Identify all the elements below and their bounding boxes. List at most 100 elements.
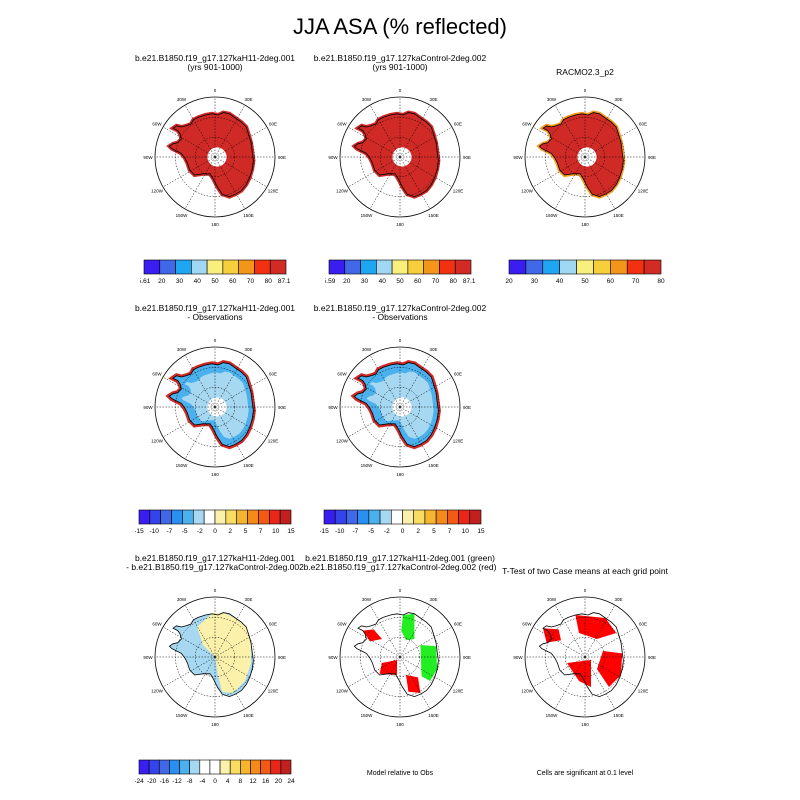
pole-hole — [207, 397, 227, 417]
meridian-line — [532, 626, 586, 658]
meridian-line — [347, 626, 401, 658]
meridian-line — [369, 406, 401, 460]
meridian-line — [369, 156, 401, 210]
panel-title-line: b.e21.B1850.f19_g17.127kaH11-2deg.001 — [134, 53, 296, 63]
colorbar-tick-label: 2 — [416, 528, 420, 535]
colorbar-tick-label: 20 — [275, 778, 283, 785]
panel-title-line: b.e21.B1850.f19_g17.127kaControl-2deg.00… — [303, 562, 497, 572]
longitude-label: 120E — [638, 689, 649, 694]
longitude-label: 90E — [463, 155, 471, 160]
colorbar-tick-label: 20 — [158, 278, 166, 285]
coastline — [353, 612, 439, 698]
colorbar-box — [323, 509, 336, 525]
longitude-label: 60W — [337, 122, 347, 127]
colorbar-box — [182, 509, 194, 525]
panel-title-h11-minus-control: b.e21.B1850.f19_g17.127kaH11-2deg.001- b… — [115, 554, 315, 572]
colorbar-box — [222, 259, 239, 275]
colorbar-box — [542, 259, 560, 275]
panel-title-line: - b.e21.B1850.f19_g17.127kaControl-2deg.… — [126, 562, 304, 572]
longitude-label: 150W — [176, 713, 189, 718]
colorbar-box — [209, 759, 221, 775]
meridian-line — [399, 156, 431, 210]
polar-map-h11-minus-obs: 0 30E 60E 90E 120E 150E 180 150W 120W 90W 60W 30W — [143, 338, 286, 477]
panel-title-model-relative: b.e21.B1850.f19_g17.127kaH11-2deg.001 (g… — [300, 554, 500, 572]
meridian-line — [184, 354, 216, 408]
polar-map-h11-albedo: 0 30E 60E 90E 120E 150E 180 150W 120W 90W 60W 30W — [143, 88, 286, 227]
colorbar-tick-label: 70 — [432, 278, 440, 285]
meridian-line — [347, 156, 401, 188]
colorbar-h11-minus-control: -24 -20 -16 -12 -8 -4 0 4 8 12 16 20 24 — [135, 759, 295, 785]
panel-title-line: (yrs 901-1000) — [372, 62, 428, 72]
positive-difference-region — [197, 612, 251, 693]
colorbar-tick-label: 30 — [361, 278, 369, 285]
longitude-label: 30W — [177, 97, 187, 102]
colorbar-tick-label: 5 — [244, 528, 248, 535]
colorbar-tick-label: 10 — [462, 528, 470, 535]
meridian-line — [399, 406, 431, 460]
longitude-label: 150W — [176, 213, 189, 218]
longitude-label: 150W — [361, 713, 374, 718]
note-significance: Cells are significant at 0.1 level — [536, 770, 634, 777]
panel-title-line: b.e21.B1850.f19_g17.127kaH11-2deg.001 (g… — [305, 553, 495, 563]
note-model-relative: Model relative to Obs — [366, 770, 434, 777]
colorbar-box — [407, 259, 424, 275]
longitude-label: 180 — [211, 722, 219, 727]
longitude-label: 30E — [614, 97, 622, 102]
colorbar-box — [346, 509, 358, 525]
meridian-line — [532, 156, 586, 188]
coastline — [168, 362, 254, 448]
meridian-line — [584, 156, 616, 210]
colorbar-tick-label: 80 — [265, 278, 273, 285]
colorbar-tick-label: -2 — [197, 528, 203, 535]
colorbar-box — [402, 509, 415, 525]
longitude-label: 30E — [244, 347, 252, 352]
polar-map-control-minus-obs: 0 30E 60E 90E 120E 150E 180 150W 120W 90W 60W 30W — [328, 338, 471, 477]
significant-region — [575, 615, 617, 639]
meridian-line — [399, 406, 453, 438]
colorbar-box — [454, 259, 472, 275]
colorbar-box — [254, 259, 271, 275]
colorbar-tick-label: -24 — [135, 778, 144, 785]
colorbar-box — [268, 509, 281, 525]
colorbar-box — [469, 509, 482, 525]
colorbar-box — [236, 509, 248, 525]
longitude-label: 120E — [453, 189, 464, 194]
colorbar-box — [260, 759, 272, 775]
colorbar-tick-label: 60 — [229, 278, 237, 285]
colorbar-box — [199, 759, 211, 775]
meridian-line — [554, 656, 586, 710]
panel-title-line: b.e21.B1850.f19_g17.127kaH11-2deg.001 — [134, 553, 296, 563]
coastline — [168, 612, 254, 698]
meridian-line — [214, 626, 268, 658]
longitude-label: 90W — [328, 655, 338, 660]
colorbar-tick-label: 5.61 — [140, 278, 151, 285]
colorbar-tick-label: -7 — [167, 528, 173, 535]
meridian-line — [399, 126, 453, 158]
longitude-label: 120W — [521, 189, 534, 194]
longitude-label: 150E — [613, 213, 624, 218]
polar-map-ttest: 0 30E 60E 90E 120E 150E 180 150W 120W 90W 60W 30W — [513, 588, 656, 727]
graticule — [525, 597, 645, 717]
latitude-circle — [379, 636, 421, 678]
meridian-line — [347, 376, 401, 408]
colorbar-box — [423, 259, 440, 275]
colorbar-tick-label: 2 — [228, 528, 232, 535]
polar-map-control-albedo: 0 30E 60E 90E 120E 150E 180 150W 120W 90W 60W 30W — [328, 88, 471, 227]
colorbar-tick-label: 50 — [581, 278, 589, 285]
colorbar-tick-label: 60 — [414, 278, 422, 285]
longitude-label: 120W — [521, 689, 534, 694]
longitude-label: 30E — [614, 597, 622, 602]
map-boundary — [154, 596, 276, 718]
panel-title-line: T-Test of two Case means at each grid po… — [502, 566, 668, 576]
longitude-label: 0 — [584, 588, 587, 593]
longitude-label: 120E — [268, 189, 279, 194]
h11-higher-region — [401, 613, 415, 641]
longitude-label: 150W — [546, 713, 559, 718]
colorbar-box — [270, 759, 282, 775]
latitude-circle — [564, 636, 606, 678]
pole-hole — [392, 147, 412, 167]
longitude-label: 0 — [584, 88, 587, 93]
colorbar-box — [238, 259, 255, 275]
control-higher-region — [379, 660, 397, 675]
longitude-label: 180 — [211, 222, 219, 227]
